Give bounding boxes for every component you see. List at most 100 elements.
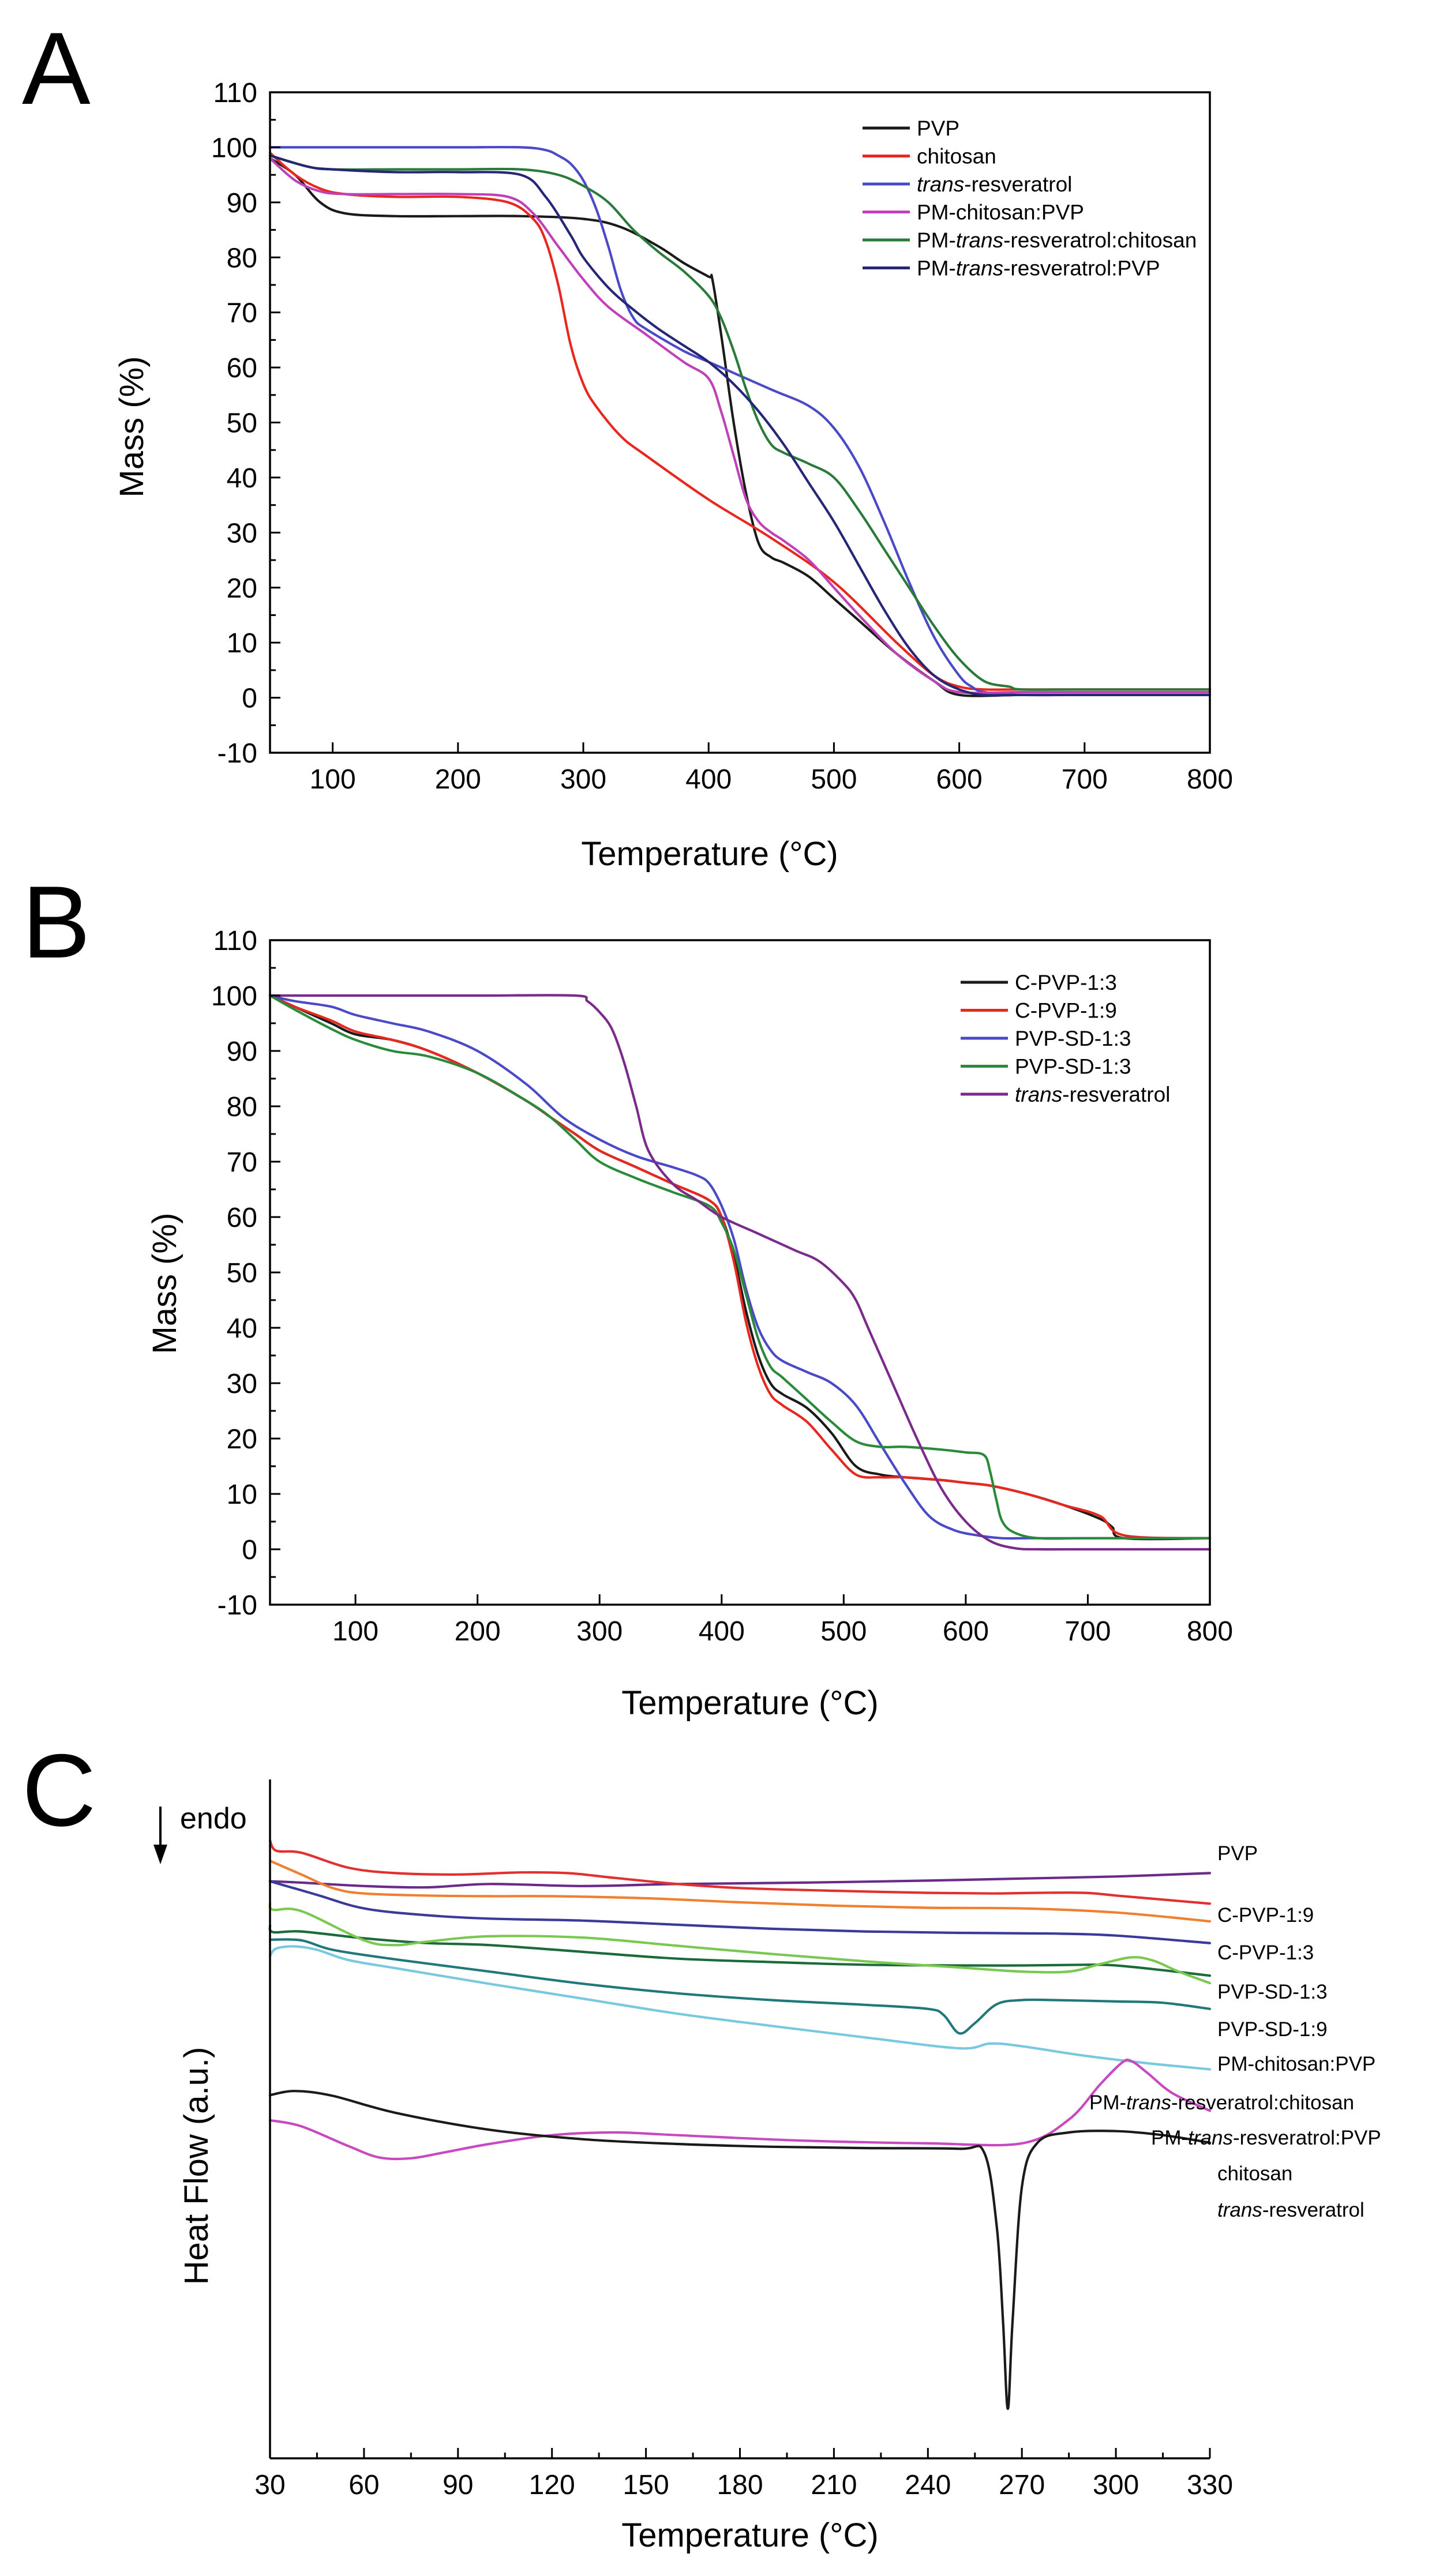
panel-b-plot-frame [269,939,1211,1606]
x-tick-label: 500 [811,764,857,795]
y-tick-label: 110 [213,926,257,956]
x-tick-label: 700 [1064,1616,1111,1647]
y-tick-label: 50 [227,408,257,439]
series-line-c-pvp-1-3 [268,1860,1212,1923]
panel-c-endo-annotation: endo [180,1802,247,1835]
series-line-pm-trans-resveratrol-pvp [268,1945,1212,2071]
legend-item-chitosan: chitosan [863,145,996,168]
x-tick-label: 500 [820,1616,867,1647]
y-tick-label: 80 [227,243,257,273]
x-tick-label: 800 [1187,764,1233,795]
x-tick-label: 30 [254,2470,285,2500]
legend-item-pvp-sd-1-3: PVP-SD-1:3 [961,1027,1131,1050]
x-tick-label: 100 [332,1616,378,1647]
y-tick-label: 110 [213,78,257,108]
series-line-pm-chitosan-pvp [268,157,1212,694]
label-rest-part: -resveratrol [964,172,1072,196]
series-line-chitosan [268,151,1212,691]
label-italic-part: trans [956,228,1003,252]
y-tick-label: 80 [227,1092,257,1122]
series-label-pm-trans-resveratrol-chitosan: PM-trans-resveratrol:chitosan [1089,2091,1354,2114]
label-text: PVP-SD-1:3 [1015,1055,1131,1079]
legend-item-pvp: PVP [863,117,959,140]
y-tick-label: -10 [218,1590,257,1621]
panel-a-curves [268,145,1212,697]
panel-a-legend: PVPchitosantrans-resveratrolPM-chitosan:… [863,117,1197,280]
label-rest-part: -resveratrol [1062,1083,1170,1106]
panel-c-y-axis-title: Heat Flow (a.u.) [178,2047,215,2285]
series-line-pvp-sd-1-3 [268,994,1212,1540]
series-line-pm-trans-resveratrol-chitosan [268,154,1212,691]
x-tick-label: 300 [1093,2470,1139,2500]
legend-label: trans-resveratrol [1015,1083,1170,1106]
legend-label: C-PVP-1:9 [1015,999,1117,1023]
x-tick-label: 270 [999,2470,1045,2500]
label-italic-part: trans [956,257,1003,280]
series-label-pm-trans-resveratrol-pvp: PM-trans-resveratrol:PVP [1151,2127,1381,2149]
series-line-pm-trans-resveratrol-pvp [268,154,1212,697]
legend-label: PM-trans-resveratrol:PVP [917,257,1160,280]
series-label-pvp-sd-1-3: PVP-SD-1:3 [1217,1981,1328,2003]
y-tick-label: 30 [227,1369,257,1399]
x-tick-label: 180 [717,2470,763,2500]
panel-b-letter: B [22,865,91,979]
y-tick-label: 40 [227,463,257,494]
series-label-trans-resveratrol: trans-resveratrol [1217,2199,1364,2221]
y-tick-label: 70 [227,1147,257,1178]
x-tick-label: 100 [310,764,356,795]
legend-label: PM-trans-resveratrol:chitosan [917,228,1197,252]
label-text: PM-chitosan:PVP [917,201,1084,224]
panel-c-series-labels: PVP C-PVP-1:9 C-PVP-1:3 PVP-SD-1:3 PVP-SD-1:… [1089,1842,1381,2221]
endo-arrow-icon [153,1807,167,1864]
label-part-a: PM- [1089,2091,1126,2114]
label-part-c: -resveratrol:chitosan [1003,228,1197,252]
series-line-chitosan [268,2058,1212,2161]
series-label-pm-chitosan-pvp: PM-chitosan:PVP [1217,2053,1375,2075]
panel-a-y-axis-title: Mass (%) [113,356,151,498]
x-tick-label: 240 [905,2470,951,2500]
legend-item-c-pvp-1-3: C-PVP-1:3 [961,971,1117,994]
legend-label: chitosan [917,145,996,168]
y-tick-label: 20 [227,1424,257,1455]
panel-c-axes [269,1779,1210,2459]
series-line-pvp [268,1872,1212,1889]
label-italic-part: trans [917,172,964,196]
series-label-chitosan: chitosan [1217,2162,1292,2185]
x-tick-label: 210 [811,2470,857,2500]
panel-c-letter: C [22,1733,96,1847]
series-line-c-pvp-1-9 [268,994,1212,1539]
y-tick-label: 90 [227,188,257,219]
series-line-pm-trans-resveratrol-chitosan [268,1938,1212,2035]
label-text: PM-chitosan:PVP [1217,2053,1375,2075]
label-text: chitosan [917,145,996,168]
series-line-c-pvp-1-9 [268,1839,1212,1905]
series-line-trans-resveratrol [268,994,1212,1551]
label-text: PVP-SD-1:3 [1217,1981,1328,2003]
x-tick-label: 200 [455,1616,501,1647]
x-tick-label: 600 [943,1616,989,1647]
series-line-pm-chitosan-pvp [268,1902,1212,1985]
label-italic-part: trans [1188,2127,1233,2149]
label-italic-part: trans [1015,1083,1062,1106]
x-tick-label: 400 [699,1616,745,1647]
y-tick-label: 100 [211,133,257,163]
panel-b-legend: C-PVP-1:3 C-PVP-1:9 PVP-SD-1:3 PVP-SD-1:3 tr… [961,971,1170,1106]
panel-c-curves [268,1839,1212,2410]
label-rest-part: -resveratrol [1262,2199,1364,2221]
y-tick-label: 30 [227,518,257,549]
y-tick-label: 90 [227,1037,257,1067]
label-text: chitosan [1217,2162,1292,2185]
x-tick-label: 150 [623,2470,669,2500]
label-part-c: -resveratrol:PVP [1003,257,1160,280]
series-line-pvp-sd-1-9 [268,1924,1212,1977]
label-text: PVP [917,117,959,140]
series-line-pvp-sd-1-3 [268,1880,1212,1944]
x-tick-label: 800 [1187,1616,1233,1647]
label-part-a: PM- [1151,2127,1188,2149]
label-text: C-PVP-1:3 [1015,971,1117,994]
panel-b-y-axis-title: Mass (%) [146,1213,183,1354]
label-part-a: PM- [917,257,956,280]
y-tick-label: 60 [227,353,257,384]
panel-a-x-axis-title: Temperature (°C) [581,835,838,873]
y-tick-label: 40 [227,1313,257,1344]
